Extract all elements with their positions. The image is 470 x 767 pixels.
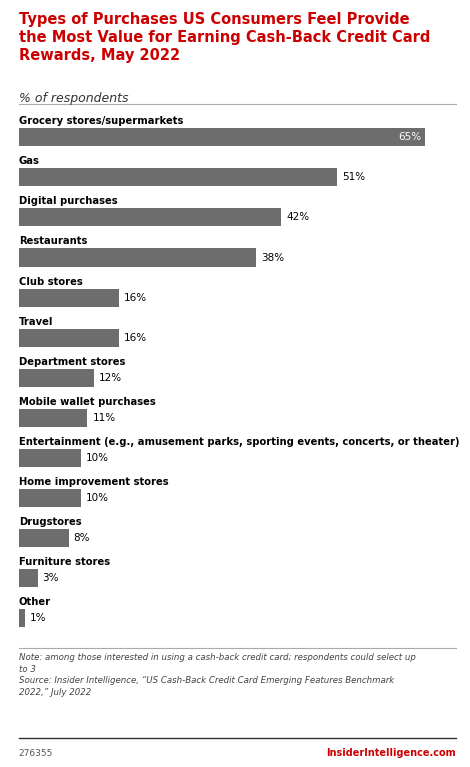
Bar [19, 328, 119, 347]
Text: 38%: 38% [261, 252, 284, 262]
Text: 10%: 10% [86, 493, 109, 503]
Text: 42%: 42% [286, 212, 309, 222]
Text: Gas: Gas [19, 156, 39, 166]
Text: Department stores: Department stores [19, 357, 125, 367]
Text: Grocery stores/supermarkets: Grocery stores/supermarkets [19, 117, 183, 127]
Text: Digital purchases: Digital purchases [19, 196, 118, 206]
Text: Drugstores: Drugstores [19, 517, 81, 527]
Bar [19, 409, 87, 427]
Bar [19, 529, 69, 547]
Text: Furniture stores: Furniture stores [19, 557, 110, 567]
Bar [19, 569, 38, 588]
Text: Mobile wallet purchases: Mobile wallet purchases [19, 397, 156, 407]
Text: InsiderIntelligence.com: InsiderIntelligence.com [326, 748, 456, 758]
Text: 8%: 8% [74, 533, 90, 543]
Text: 3%: 3% [42, 573, 59, 583]
Bar [19, 369, 94, 387]
Text: % of respondents: % of respondents [19, 92, 128, 105]
Text: Other: Other [19, 597, 51, 607]
Text: 16%: 16% [124, 333, 147, 343]
Text: 11%: 11% [93, 413, 116, 423]
Bar [19, 449, 81, 467]
Text: 10%: 10% [86, 453, 109, 463]
Text: 65%: 65% [399, 132, 422, 142]
Bar [19, 168, 337, 186]
Text: Note: among those interested in using a cash-back credit card; respondents could: Note: among those interested in using a … [19, 653, 415, 697]
Text: Club stores: Club stores [19, 277, 83, 287]
Text: 276355: 276355 [19, 749, 53, 758]
Text: 16%: 16% [124, 292, 147, 303]
Bar [19, 489, 81, 507]
Bar [19, 128, 425, 146]
Text: Entertainment (e.g., amusement parks, sporting events, concerts, or theater): Entertainment (e.g., amusement parks, sp… [19, 437, 459, 447]
Text: Restaurants: Restaurants [19, 236, 87, 246]
Text: 51%: 51% [342, 173, 365, 183]
Bar [19, 288, 119, 307]
Bar [19, 609, 25, 627]
Text: Types of Purchases US Consumers Feel Provide
the Most Value for Earning Cash-Bac: Types of Purchases US Consumers Feel Pro… [19, 12, 430, 62]
Text: Travel: Travel [19, 317, 53, 327]
Text: Home improvement stores: Home improvement stores [19, 477, 168, 487]
Bar [19, 249, 256, 266]
Text: 1%: 1% [30, 614, 47, 624]
Bar [19, 209, 281, 226]
Text: 12%: 12% [99, 373, 122, 383]
